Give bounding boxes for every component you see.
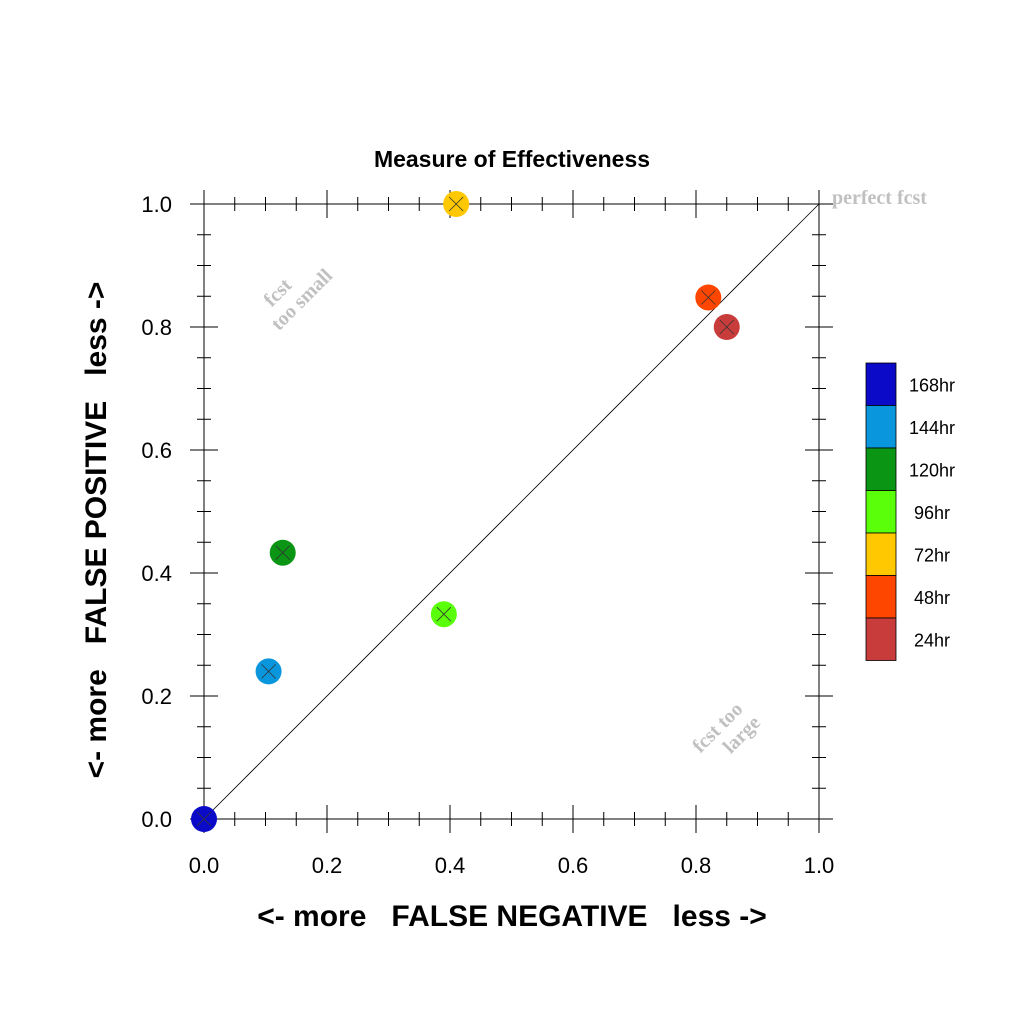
x-tick-label: 0.6	[558, 853, 589, 878]
x-axis-label: <- more FALSE NEGATIVE less ->	[257, 900, 767, 933]
y-tick-labels: 0.0 0.2 0.4 0.6 0.8 1.0	[141, 192, 172, 832]
data-points	[191, 191, 740, 832]
legend-label-48hr: 48hr	[914, 588, 950, 608]
chart-title: Measure of Effectiveness	[374, 146, 650, 172]
legend-swatch-72hr	[865, 532, 897, 576]
annotation-perfect-fcst: perfect fcst	[832, 187, 927, 209]
y-tick-label: 0.0	[141, 807, 172, 832]
y-tick-label: 0.4	[141, 561, 172, 586]
data-point-marker-48hr	[701, 290, 716, 305]
legend-swatch-120hr	[865, 447, 897, 491]
x-tick-label: 0.8	[681, 853, 712, 878]
y-axis-label: <- more FALSE POSITIVE less ->	[80, 282, 113, 779]
legend-label-120hr: 120hr	[909, 460, 955, 480]
legend-swatch-24hr	[865, 617, 897, 661]
legend-swatch-144hr	[865, 405, 897, 449]
marker-cross	[701, 290, 716, 305]
x-tick-label: 1.0	[804, 853, 835, 878]
x-tick-labels: 0.0 0.2 0.4 0.6 0.8 1.0	[189, 853, 835, 878]
marker-cross	[448, 196, 464, 212]
data-point-marker-24hr	[719, 319, 735, 335]
legend-swatch-96hr	[865, 490, 897, 534]
data-point-marker-96hr	[436, 606, 452, 622]
x-tick-label: 0.2	[312, 853, 343, 878]
legend: 168hr 144hr 120hr 96hr 72hr 48hr 24hr	[865, 362, 955, 661]
marker-cross	[275, 545, 291, 560]
legend-label-96hr: 96hr	[914, 503, 950, 523]
marker-cross	[261, 664, 276, 679]
y-tick-label: 0.2	[141, 684, 172, 709]
x-tick-label: 0.4	[435, 853, 466, 878]
legend-swatch-48hr	[865, 575, 897, 619]
marker-cross	[719, 319, 735, 335]
legend-label-168hr: 168hr	[909, 375, 955, 395]
plot-area	[190, 190, 833, 833]
x-tick-label: 0.0	[189, 853, 220, 878]
legend-swatch-168hr	[865, 362, 897, 406]
legend-label-72hr: 72hr	[914, 545, 950, 565]
annotation-fcst-too-small: fcst too small	[259, 265, 337, 335]
marker-cross	[436, 606, 452, 622]
data-point-marker-72hr	[448, 196, 464, 212]
legend-label-24hr: 24hr	[914, 630, 950, 650]
data-point-marker-144hr	[261, 664, 276, 679]
data-point-marker-120hr	[275, 545, 291, 560]
annotation-fcst-too-large: fcst too large	[688, 698, 765, 758]
axis-ticks	[190, 190, 833, 833]
marker-cross	[196, 811, 212, 827]
legend-label-144hr: 144hr	[909, 418, 955, 438]
y-tick-label: 0.6	[141, 438, 172, 463]
y-tick-label: 0.8	[141, 315, 172, 340]
data-point-marker-168hr	[196, 811, 212, 827]
y-tick-label: 1.0	[141, 192, 172, 217]
